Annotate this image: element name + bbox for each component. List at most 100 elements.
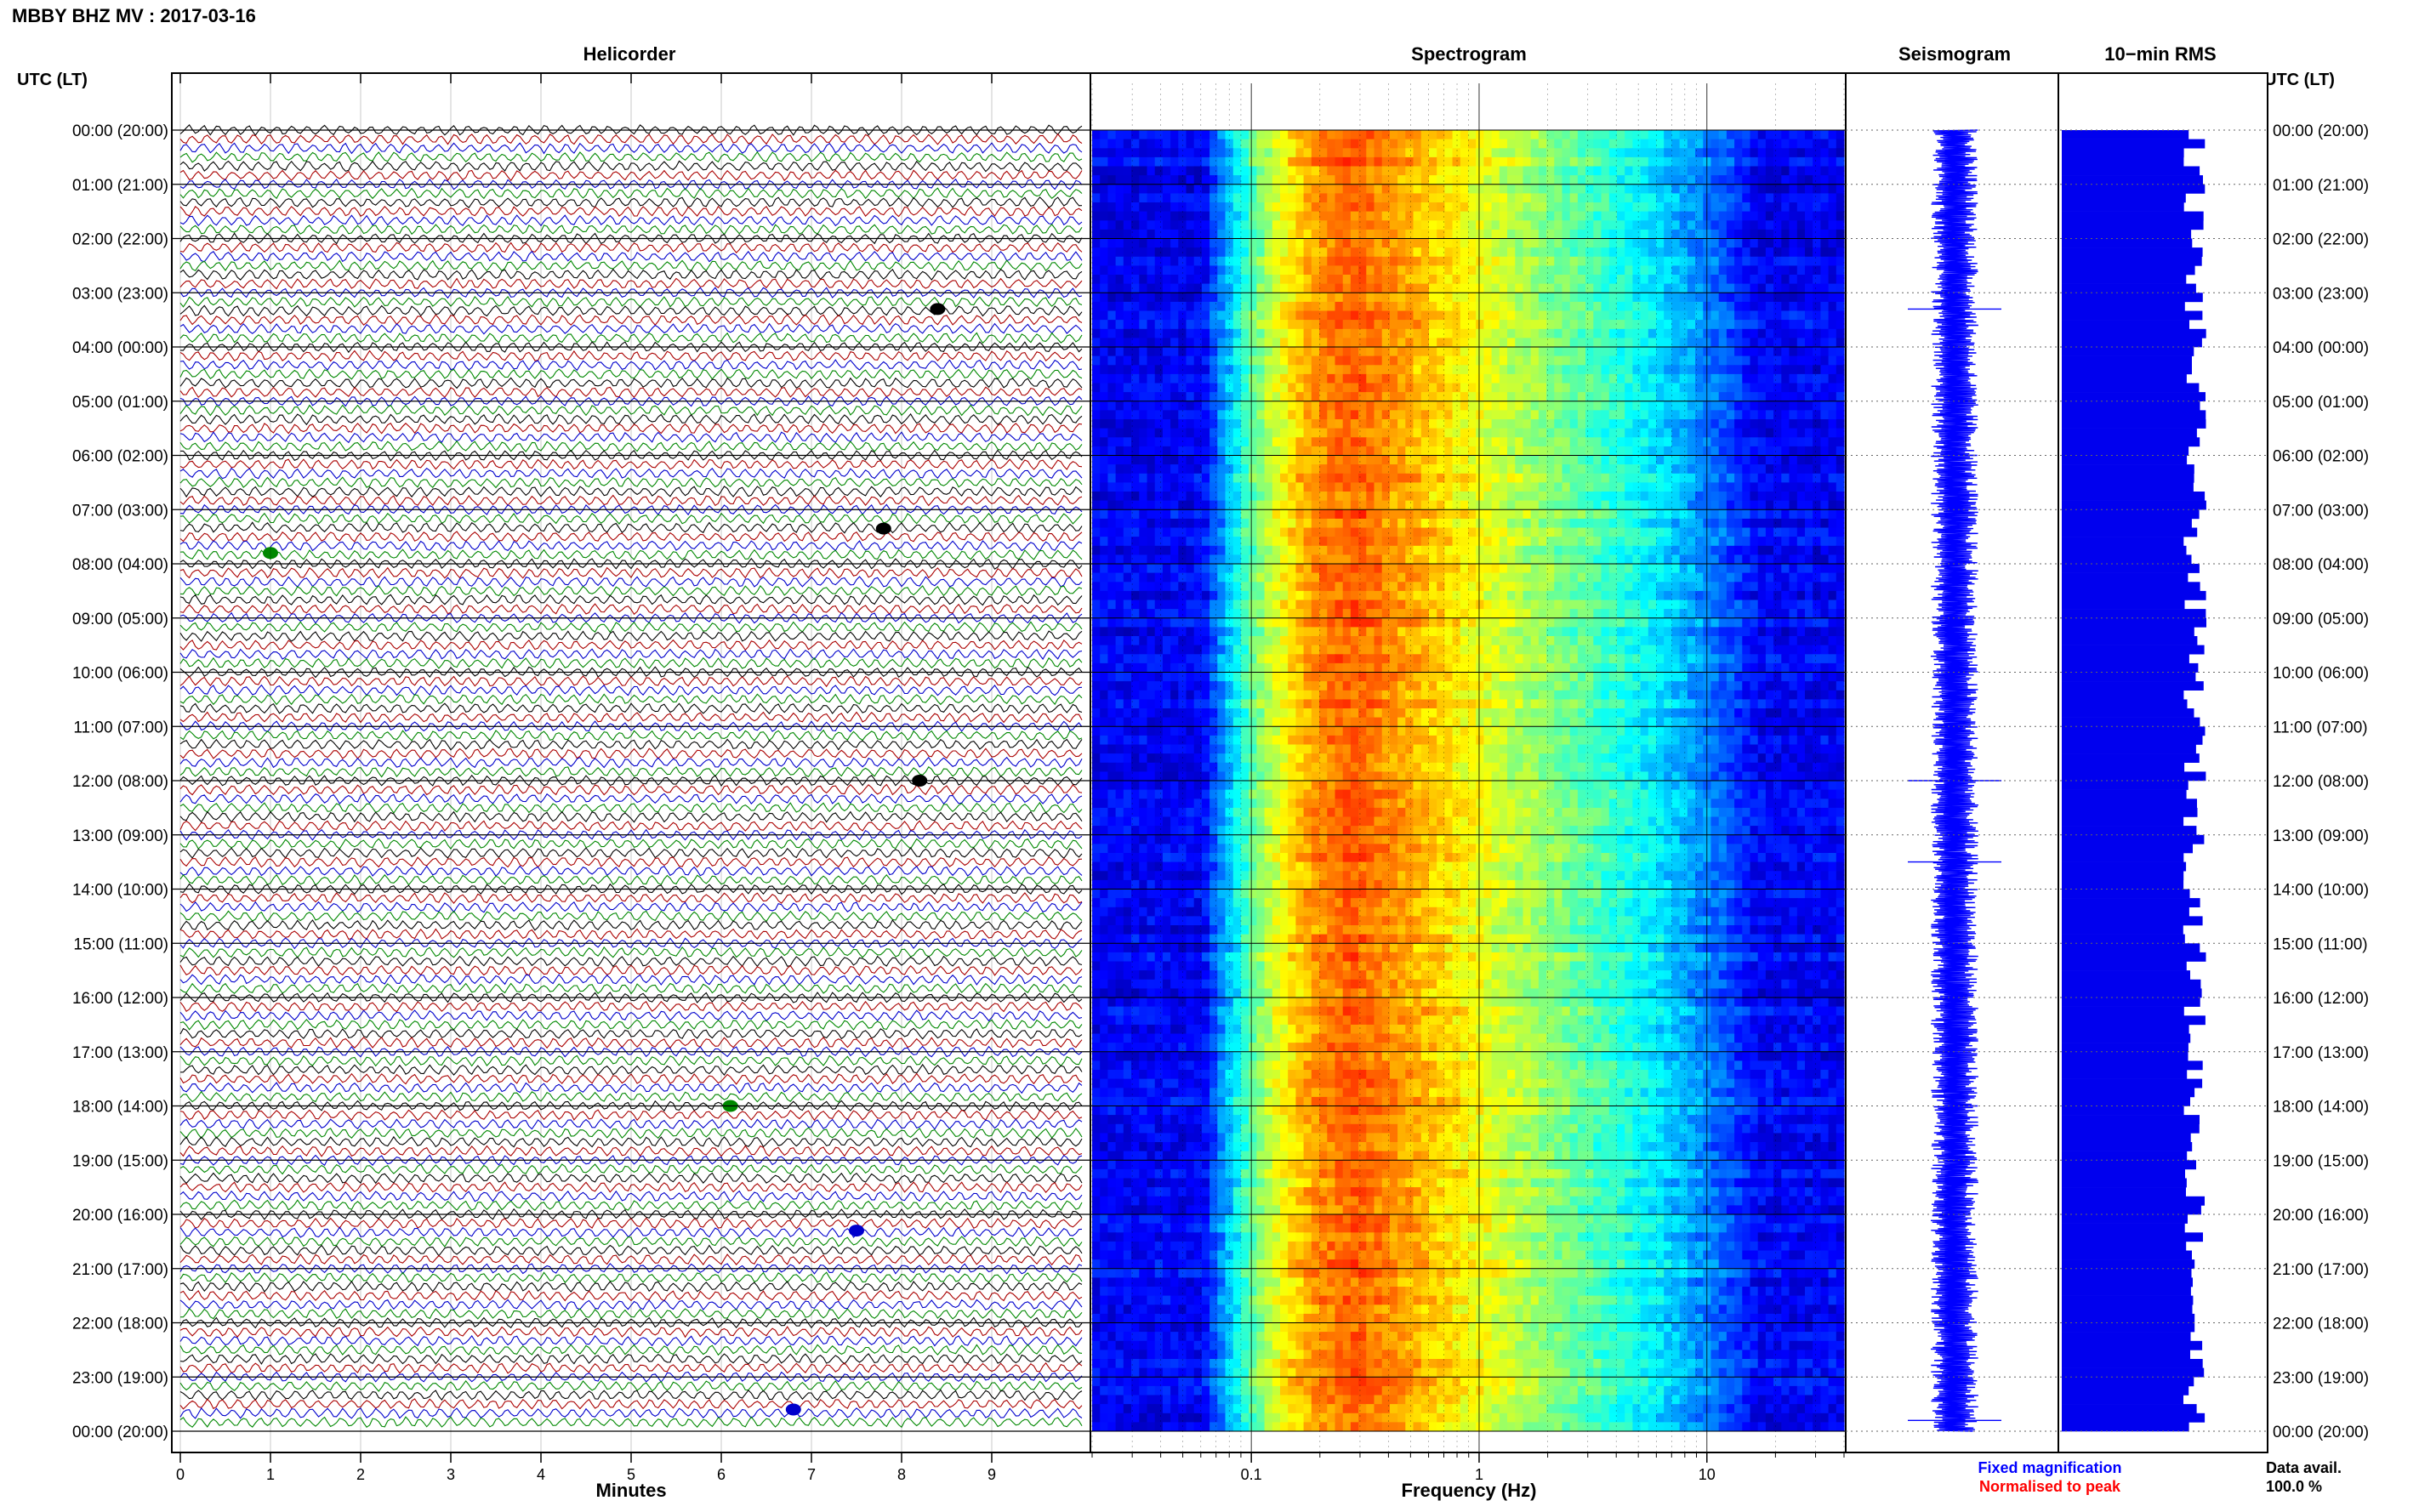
spectrogram-cell <box>1162 410 1171 420</box>
spectrogram-cell <box>1710 247 1720 258</box>
spectrogram-cell <box>1335 320 1344 330</box>
spectrogram-cell <box>1374 184 1383 194</box>
spectrogram-cell <box>1115 130 1124 139</box>
spectrogram-cell <box>1154 211 1164 221</box>
spectrogram-cell <box>1413 265 1422 276</box>
spectrogram-cell <box>1483 130 1493 139</box>
spectrogram-cell <box>1100 256 1108 266</box>
spectrogram-cell <box>1452 229 1461 239</box>
spectrogram-cell <box>1232 275 1242 284</box>
spectrogram-cell <box>1617 537 1625 547</box>
spectrogram-cell <box>1656 500 1665 510</box>
spectrogram-cell <box>1530 446 1540 456</box>
spectrogram-cell <box>1734 265 1743 276</box>
spectrogram-cell <box>1193 564 1203 573</box>
spectrogram-cell <box>1319 328 1328 338</box>
spectrogram-cell <box>1358 139 1367 149</box>
spectrogram-cell <box>1585 582 1594 592</box>
spectrogram-cell <box>1319 373 1328 384</box>
spectrogram-cell <box>1695 320 1704 330</box>
spectrogram-cell <box>1554 419 1563 429</box>
spectrogram-cell <box>1319 410 1328 420</box>
spectrogram-cell <box>1460 392 1469 402</box>
spectrogram-cell <box>1170 320 1179 330</box>
spectrogram-cell <box>1765 582 1774 592</box>
spectrogram-cell <box>1374 193 1383 203</box>
spectrogram-cell <box>1554 492 1563 501</box>
spectrogram-cell <box>1389 220 1398 230</box>
spectrogram-cell <box>1210 310 1218 321</box>
spectrogram-cell <box>1805 446 1813 456</box>
spectrogram-cell <box>1718 130 1727 139</box>
spectrogram-cell <box>1499 175 1508 185</box>
spectrogram-cell <box>1429 211 1437 221</box>
spectrogram-cell <box>1092 410 1101 420</box>
spectrogram-cell <box>1374 347 1383 356</box>
spectrogram-cell <box>1695 373 1704 384</box>
spectrogram-cell <box>1617 482 1625 492</box>
spectrogram-cell <box>1327 338 1336 348</box>
spectrogram-cell <box>1107 301 1117 311</box>
spectrogram-cell <box>1374 492 1383 501</box>
spectrogram-cell <box>1499 392 1508 402</box>
spectrogram-cell <box>1397 202 1406 212</box>
spectrogram-cell <box>1123 211 1132 221</box>
spectrogram-cell <box>1295 582 1305 592</box>
spectrogram-cell <box>1491 518 1500 528</box>
spectrogram-cell <box>1381 256 1391 266</box>
spectrogram-cell <box>1530 184 1540 194</box>
spectrogram-cell <box>1397 590 1406 600</box>
spectrogram-cell <box>1491 320 1500 330</box>
spectrogram-cell <box>1656 166 1665 176</box>
spectrogram-cell <box>1397 509 1406 520</box>
spectrogram-cell <box>1295 518 1305 528</box>
spectrogram-cell <box>1335 401 1344 411</box>
spectrogram-cell <box>1420 247 1430 258</box>
spectrogram-cell <box>1092 265 1101 276</box>
spectrogram-cell <box>1232 383 1242 393</box>
spectrogram-cell <box>1773 156 1782 167</box>
spectrogram-cell <box>1295 283 1305 293</box>
spectrogram-cell <box>1757 428 1767 438</box>
spectrogram-cell <box>1796 401 1806 411</box>
spectrogram-cell <box>1225 256 1234 266</box>
spectrogram-cell <box>1249 582 1257 592</box>
spectrogram-cell <box>1366 283 1375 293</box>
spectrogram-cell <box>1092 373 1101 384</box>
spectrogram-cell <box>1625 156 1633 167</box>
spectrogram-cell <box>1491 473 1500 483</box>
spectrogram-cell <box>1656 220 1665 230</box>
spectrogram-cell <box>1381 202 1391 212</box>
spectrogram-cell <box>1491 527 1500 537</box>
spectrogram-cell <box>1123 473 1132 483</box>
spectrogram-cell <box>1123 347 1132 356</box>
spectrogram-cell <box>1750 437 1759 447</box>
spectrogram-cell <box>1664 518 1672 528</box>
spectrogram-cell <box>1679 401 1688 411</box>
spectrogram-cell <box>1664 275 1672 284</box>
spectrogram-cell <box>1523 518 1532 528</box>
spectrogram-cell <box>1186 355 1195 366</box>
spectrogram-cell <box>1381 410 1391 420</box>
spectrogram-cell <box>1460 365 1469 375</box>
spectrogram-cell <box>1491 419 1500 429</box>
spectrogram-cell <box>1483 175 1493 185</box>
spectrogram-cell <box>1092 320 1101 330</box>
spectrogram-cell <box>1405 537 1414 547</box>
spectrogram-cell <box>1671 220 1681 230</box>
spectrogram-cell <box>1734 419 1743 429</box>
spectrogram-cell <box>1186 554 1195 565</box>
spectrogram-cell <box>1389 590 1398 600</box>
spectrogram-cell <box>1750 492 1759 501</box>
spectrogram-cell <box>1319 554 1328 565</box>
spectrogram-cell <box>1648 256 1657 266</box>
spectrogram-cell <box>1249 554 1257 565</box>
spectrogram-cell <box>1726 500 1735 510</box>
spectrogram-cell <box>1483 373 1493 384</box>
spectrogram-cell <box>1288 437 1296 447</box>
spectrogram-cell <box>1358 518 1367 528</box>
spectrogram-cell <box>1726 455 1735 465</box>
spectrogram-cell <box>1335 527 1344 537</box>
spectrogram-cell <box>1405 156 1414 167</box>
spectrogram-cell <box>1460 293 1469 303</box>
